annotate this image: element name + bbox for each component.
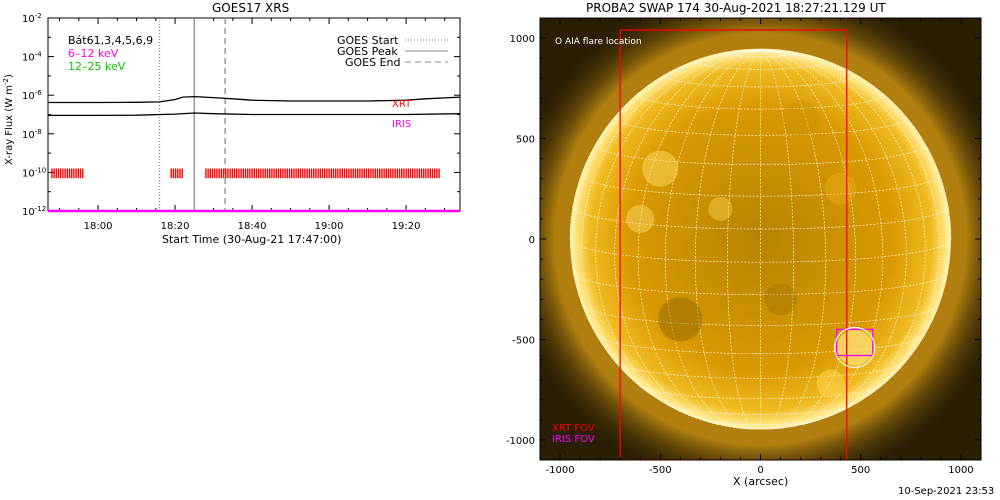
goes-xrs-chart: 10-2 10-4 10-6 10-8 10-10 10-12 18:00 18:20 18:4… [2, 12, 461, 246]
longitude-line [760, 49, 952, 240]
goes-legend-start-label: GOES Start [337, 34, 399, 47]
goes-x-axis-label: Start Time (30-Aug-21 17:47:00) [162, 233, 341, 246]
solar-feature [658, 297, 703, 342]
goes-legend-end-label: GOES End [345, 56, 401, 69]
solar-feature [642, 150, 679, 187]
swap-x-tick-label: -1000 [546, 465, 575, 476]
latitude-line [581, 174, 940, 197]
goes-y-tick-label: 10-6 [22, 89, 42, 102]
solar-feature [626, 204, 655, 233]
heliographic-grid [569, 49, 952, 430]
active-regions [626, 100, 873, 398]
xrt-fov-legend: XRT FOV [552, 423, 595, 434]
goes-x-tick-label: 19:20 [392, 221, 421, 232]
goes-y-tick-label: 10-10 [22, 166, 46, 179]
goes-long-channel-line [48, 95, 461, 104]
latitude-line [596, 335, 925, 354]
longitude-line [760, 49, 907, 428]
latitude-line [595, 144, 926, 165]
goes-x-tick-label: 18:40 [238, 221, 267, 232]
solar-feature [782, 100, 819, 137]
solar-feature [764, 283, 797, 316]
swap-y-tick-label: -500 [512, 335, 535, 346]
goes-y-tick-label: 10-4 [22, 51, 42, 64]
longitude-line [695, 49, 761, 430]
swap-y-tick-label: 500 [516, 135, 535, 146]
goes-legend-detectors: Bát61,3,4,5,6,9 [68, 34, 153, 47]
latitude-line [572, 206, 949, 230]
goes-y-tick-label: 10-8 [22, 128, 42, 141]
footer-timestamp: 10-Sep-2021 23:53 [898, 486, 995, 497]
longitude-line [760, 49, 826, 430]
swap-x-axis-label: X (arcsec) [733, 475, 788, 488]
latitude-line [639, 385, 882, 400]
swap-x-tick-label: -500 [649, 465, 672, 476]
longitude-line [614, 49, 761, 428]
swap-x-tick-label: 1000 [948, 465, 973, 476]
iris-fov-box [836, 328, 874, 357]
iris-bar-label: IRIS [392, 119, 411, 130]
xrt-bar-label: XRT [392, 99, 412, 110]
goes-chart-title: GOES17 XRS [212, 1, 290, 15]
aia-flare-legend: O AIA flare location [555, 37, 642, 47]
goes-x-tick-label: 19:00 [315, 221, 344, 232]
goes-legend-peak-label: GOES Peak [337, 45, 398, 58]
iris-fov-legend: IRIS FOV [552, 434, 595, 445]
swap-y-tick-label: -1000 [506, 436, 535, 447]
xrt-fov-box [619, 29, 848, 460]
latitude-line [581, 304, 940, 326]
swap-solar-image: -1000 -500 0 500 1000 1000 500 0 -500 -1000 O AIA… [506, 17, 982, 488]
longitude-line [595, 49, 761, 425]
longitude-line [572, 49, 761, 395]
solar-feature [816, 369, 845, 398]
swap-y-tick-label: 1000 [510, 34, 535, 45]
longitude-line [637, 49, 761, 428]
swap-x-tick-label: 500 [851, 465, 870, 476]
longitude-line [760, 49, 926, 425]
swap-x-tick-label: 0 [757, 465, 763, 476]
goes-legend-12-25kev: 12–25 keV [68, 60, 126, 73]
solar-feature [708, 196, 733, 221]
longitude-line [569, 49, 761, 240]
solar-feature [824, 172, 857, 205]
longitude-line [760, 49, 949, 395]
longitude-line [664, 49, 761, 430]
goes-short-channel-line [48, 112, 461, 117]
swap-y-tick-label: 0 [529, 235, 535, 246]
longitude-line [760, 49, 884, 428]
goes-legend-6-12kev: 6–12 keV [68, 47, 119, 60]
swap-image-title: PROBA2 SWAP 174 30-Aug-2021 18:27:21.129… [586, 1, 886, 15]
goes-y-tick-label: 10-2 [22, 12, 42, 25]
aia-flare-location-marker [834, 326, 876, 369]
longitude-line [760, 49, 857, 430]
solar-feature [836, 329, 873, 366]
goes-x-tick-label: 18:00 [84, 221, 113, 232]
goes-x-tick-label: 18:20 [161, 221, 190, 232]
goes-y-tick-label: 10-12 [22, 205, 46, 218]
goes-y-axis-label: X-ray Flux (W m-2) [2, 74, 15, 165]
